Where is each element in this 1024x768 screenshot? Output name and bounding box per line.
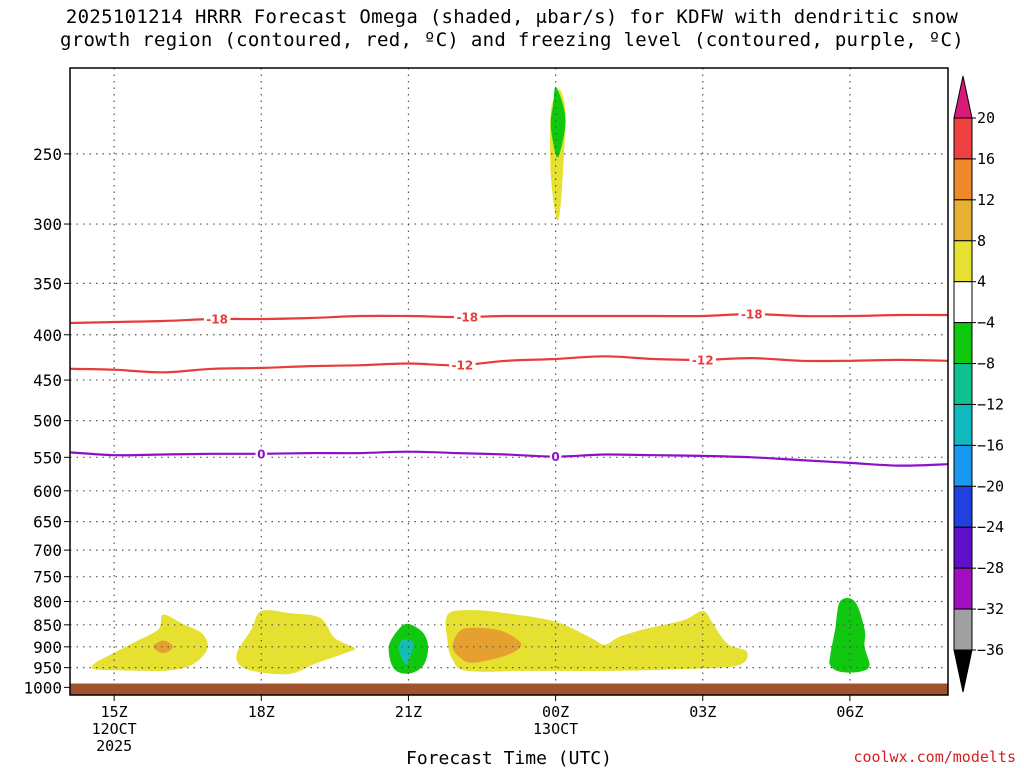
omega-region-9	[550, 86, 566, 158]
colorbar-top-arrow	[953, 75, 973, 119]
ground-fill	[70, 683, 948, 695]
x-tick-label-24-0: 00Z	[542, 703, 569, 721]
colorbar-label-1: 16	[977, 150, 995, 168]
x-axis-label: Forecast Time (UTC)	[406, 748, 612, 768]
y-axis: 250 300 350 400 450 500 550 600 650 700 750 800 850 9…	[23, 145, 70, 697]
colorbar-block-0	[953, 117, 973, 160]
colorbar-bottom-arrow	[953, 649, 973, 693]
contour-label-bg-1-1	[689, 352, 716, 367]
colorbar-block-1	[953, 158, 973, 201]
y-tick-label-950: 950	[33, 659, 62, 678]
title-line-1: 2025101214 HRRR Forecast Omega (shaded, …	[65, 6, 959, 28]
temperature-contours: -18 -18 -18 -12 -12 0 0	[69, 306, 949, 467]
colorbar-block-3	[953, 240, 973, 283]
y-tick-label-300: 300	[33, 215, 62, 234]
contour-label-bg-0-0	[203, 312, 231, 327]
colorbar-label-6: −8	[977, 355, 995, 373]
contour-label-bg-2-0	[255, 446, 268, 461]
omega-region-2	[236, 610, 355, 675]
contour-label-2-0: 0	[257, 447, 265, 461]
title-line-2: growth region (contoured, red, ºC) and f…	[60, 29, 964, 51]
contour-label-0-2: -18	[741, 307, 763, 321]
contour-label-1-0: -12	[452, 358, 474, 372]
x-tick-label-24-1: 13OCT	[533, 720, 578, 738]
y-tick-label-1000: 1000	[23, 678, 62, 697]
y-tick-label-350: 350	[33, 274, 62, 293]
colorbar-label-2: 12	[977, 191, 995, 209]
x-tick-label-15-2: 2025	[96, 737, 132, 755]
colorbar-label-0: 20	[977, 109, 995, 127]
colorbar-block-10	[953, 526, 973, 569]
omega-region-4	[398, 639, 414, 665]
colorbar-block-7	[953, 403, 973, 446]
plot-border	[69, 67, 949, 696]
colorbar-label-8: −16	[977, 436, 1004, 454]
x-tick-label-30-0: 06Z	[836, 703, 863, 721]
contour--12	[69, 355, 949, 374]
omega-region-6	[452, 627, 522, 663]
contour-label-bg-0-2	[738, 306, 766, 321]
colorbar-label-4: 4	[977, 273, 986, 291]
y-tick-label-450: 450	[33, 371, 62, 390]
y-tick-label-800: 800	[33, 593, 62, 612]
colorbar-label-13: −36	[977, 641, 1004, 659]
contour-0	[69, 450, 949, 467]
y-tick-label-750: 750	[33, 568, 62, 587]
y-tick-label-250: 250	[33, 145, 62, 164]
contour-label-bg-1-0	[449, 357, 476, 372]
colorbar-block-5	[953, 322, 973, 365]
y-tick-label-500: 500	[33, 412, 62, 431]
x-tick-label-18-0: 18Z	[248, 703, 275, 721]
y-tick-label-850: 850	[33, 616, 62, 635]
x-tick-label-15-1: 12OCT	[92, 720, 137, 738]
omega-region-5	[445, 610, 748, 672]
omega-region-1	[153, 640, 173, 654]
contour-label-1-1: -12	[692, 353, 714, 367]
colorbar-block-8	[953, 444, 973, 487]
contour-label-0-0: -18	[206, 313, 228, 327]
y-tick-label-600: 600	[33, 482, 62, 501]
colorbar-label-3: 8	[977, 232, 986, 250]
colorbar-label-9: −20	[977, 477, 1004, 495]
contour-label-0-1: -18	[456, 310, 478, 324]
plot-frame	[69, 67, 949, 696]
colorbar-label-11: −28	[977, 559, 1004, 577]
plot-background	[70, 68, 948, 695]
ground-layer	[70, 683, 948, 695]
contour-label-2-1: 0	[551, 450, 559, 464]
colorbar-label-10: −24	[977, 518, 1004, 536]
contour-label-bg-2-1	[549, 449, 562, 464]
x-tick-label-21-0: 21Z	[395, 703, 422, 721]
x-tick-label-15-0: 15Z	[101, 703, 128, 721]
y-tick-label-550: 550	[33, 448, 62, 467]
y-tick-label-650: 650	[33, 513, 62, 532]
omega-region-0	[91, 614, 208, 671]
colorbar-block-6	[953, 363, 973, 405]
colorbar-block-2	[953, 199, 973, 242]
colorbar-block-4	[953, 281, 973, 324]
x-tick-label-27-0: 03Z	[689, 703, 716, 721]
y-tick-label-400: 400	[33, 326, 62, 345]
contour-label-bg-0-1	[454, 309, 481, 324]
plot-area	[70, 68, 948, 695]
chart-title: 2025101214 HRRR Forecast Omega (shaded, …	[0, 6, 1024, 52]
omega-shading	[91, 86, 870, 675]
colorbar-label-7: −12	[977, 395, 1004, 413]
credit-link[interactable]: coolwx.com/modelts	[853, 748, 1016, 766]
colorbar-block-12	[953, 608, 973, 651]
y-tick-label-900: 900	[33, 638, 62, 657]
colorbar-block-11	[953, 567, 973, 610]
omega-region-7	[829, 598, 870, 673]
colorbar-block-9	[953, 485, 973, 528]
colorbar: 20 16 12 8 4 −4 −8 −12 −16 −20 −24 −28 −32 −36	[953, 75, 1004, 693]
y-tick-label-700: 700	[33, 541, 62, 560]
colorbar-label-5: −4	[977, 314, 995, 332]
colorbar-label-12: −32	[977, 600, 1004, 618]
